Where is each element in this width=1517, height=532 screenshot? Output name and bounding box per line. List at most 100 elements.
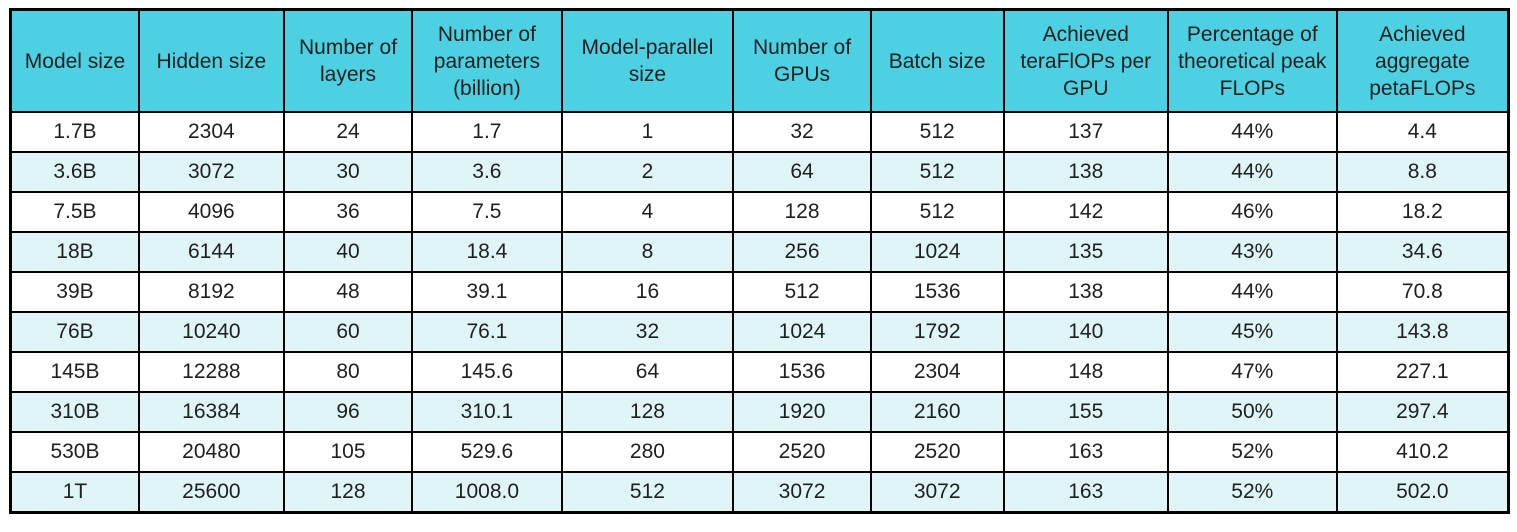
table-cell: 512 [869,191,1005,233]
table-cell: 80 [282,351,414,393]
table-cell: 1008.0 [411,471,563,514]
table-row: 18B 6144 40 18.4 8 256 1024 135 43% 34.6 [9,231,1510,273]
table-cell: 2304 [869,351,1005,393]
table-cell: 52% [1166,471,1338,514]
table-cell: 52% [1166,431,1338,473]
table-cell: 47% [1166,351,1338,393]
table-cell: 40 [282,231,414,273]
column-header-3: Number of layers [282,8,414,113]
table-cell: 310.1 [411,391,563,433]
table-cell: 512 [869,111,1005,153]
table-cell: 4096 [137,191,285,233]
table-cell: 512 [560,471,735,514]
table-cell: 512 [732,271,872,313]
table-cell: 163 [1002,471,1169,514]
table-row: 7.5B 4096 36 7.5 4 128 512 142 46% 18.2 [9,191,1510,233]
table-row: 145B 12288 80 145.6 64 1536 2304 148 47% 227.1 [9,351,1510,393]
column-header-1: Model size [9,8,140,113]
table-cell: 163 [1002,431,1169,473]
table-cell: 138 [1002,151,1169,193]
table-cell: 46% [1166,191,1338,233]
table-cell: 145B [9,351,140,393]
table-cell: 48 [282,271,414,313]
column-header-5: Model-parallel size [560,8,735,113]
table-cell: 1T [9,471,140,514]
table-cell: 44% [1166,111,1338,153]
table-row: 310B 16384 96 310.1 128 1920 2160 155 50% 297.4 [9,391,1510,433]
table-cell: 3072 [869,471,1005,514]
table-cell: 2 [560,151,735,193]
table-cell: 1920 [732,391,872,433]
table-cell: 1.7 [411,111,563,153]
table-cell: 30 [282,151,414,193]
table-row: 76B 10240 60 76.1 32 1024 1792 140 45% 143.8 [9,311,1510,353]
table-cell: 502.0 [1335,471,1510,514]
table-cell: 256 [732,231,872,273]
table-cell: 155 [1002,391,1169,433]
table-cell: 142 [1002,191,1169,233]
table-cell: 18.4 [411,231,563,273]
table-row: 3.6B 3072 30 3.6 2 64 512 138 44% 8.8 [9,151,1510,193]
table-cell: 529.6 [411,431,563,473]
column-header-7: Batch size [869,8,1005,113]
table-cell: 530B [9,431,140,473]
model-scaling-table: Model size Hidden size Number of layers Num… [9,8,1510,514]
table-cell: 297.4 [1335,391,1510,433]
table-cell: 32 [560,311,735,353]
table-row: 39B 8192 48 39.1 16 512 1536 138 44% 70.8 [9,271,1510,313]
table-cell: 12288 [137,351,285,393]
table-cell: 310B [9,391,140,433]
table-cell: 128 [732,191,872,233]
table-cell: 6144 [137,231,285,273]
table-cell: 4 [560,191,735,233]
table-cell: 60 [282,311,414,353]
table-cell: 64 [560,351,735,393]
column-header-9: Percentage of theoretical peak FLOPs [1166,8,1338,113]
table-cell: 24 [282,111,414,153]
table-row: 1.7B 2304 24 1.7 1 32 512 137 44% 4.4 [9,111,1510,153]
table-cell: 44% [1166,271,1338,313]
table-cell: 145.6 [411,351,563,393]
table-cell: 105 [282,431,414,473]
table-cell: 128 [560,391,735,433]
table-cell: 1024 [869,231,1005,273]
table-cell: 1024 [732,311,872,353]
table-cell: 3072 [732,471,872,514]
table-cell: 140 [1002,311,1169,353]
table-cell: 1536 [732,351,872,393]
table-cell: 18B [9,231,140,273]
table-cell: 2520 [869,431,1005,473]
table-cell: 2304 [137,111,285,153]
table-cell: 143.8 [1335,311,1510,353]
table-row: 1T 25600 128 1008.0 512 3072 3072 163 52% 502.0 [9,471,1510,514]
table-cell: 18.2 [1335,191,1510,233]
table-cell: 70.8 [1335,271,1510,313]
table-cell: 3072 [137,151,285,193]
table-cell: 2160 [869,391,1005,433]
table-cell: 4.4 [1335,111,1510,153]
table-cell: 43% [1166,231,1338,273]
table-cell: 2520 [732,431,872,473]
table-cell: 76B [9,311,140,353]
column-header-10: Achieved aggregate petaFLOPs [1335,8,1510,113]
column-header-2: Hidden size [137,8,285,113]
header-row: Model size Hidden size Number of layers Num… [9,8,1510,113]
table-cell: 7.5 [411,191,563,233]
table-cell: 45% [1166,311,1338,353]
table-cell: 7.5B [9,191,140,233]
table-cell: 10240 [137,311,285,353]
table-cell: 16384 [137,391,285,433]
table-cell: 16 [560,271,735,313]
table-cell: 50% [1166,391,1338,433]
table-cell: 8.8 [1335,151,1510,193]
table-header: Model size Hidden size Number of layers Num… [9,8,1510,113]
table-cell: 148 [1002,351,1169,393]
table-cell: 44% [1166,151,1338,193]
table-cell: 76.1 [411,311,563,353]
table-cell: 8 [560,231,735,273]
table-cell: 96 [282,391,414,433]
column-header-6: Number of GPUs [732,8,872,113]
table-cell: 34.6 [1335,231,1510,273]
column-header-8: Achieved teraFlOPs per GPU [1002,8,1169,113]
table-cell: 32 [732,111,872,153]
